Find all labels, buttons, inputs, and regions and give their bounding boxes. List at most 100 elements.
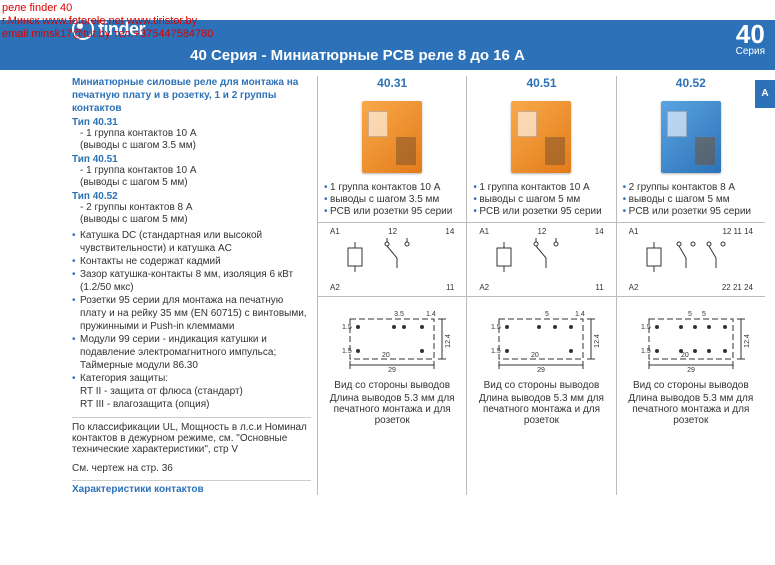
page-title: 40 Серия - Миниатюрные PCB реле 8 до 16 … — [0, 47, 715, 64]
desc-line: PCB или розетки 95 серии — [324, 206, 460, 218]
svg-text:20: 20 — [382, 352, 390, 359]
left-column: Миниатюрные силовые реле для монтажа на … — [72, 76, 317, 495]
product-column: 40.52 2 группы контактов 8 А выводы с ша… — [616, 76, 765, 495]
wiring-schematic — [491, 238, 591, 276]
caption: Вид со стороны выводов — [623, 380, 759, 391]
caption: Длина выводов 5.3 мм для печатного монта… — [623, 393, 759, 426]
type-name: Тип 40.51 — [72, 154, 311, 165]
svg-text:1.5: 1.5 — [342, 324, 352, 331]
svg-text:12.4: 12.4 — [744, 334, 751, 348]
svg-text:1.5: 1.5 — [641, 324, 651, 331]
model-label: 40.52 — [623, 76, 759, 94]
pin-labels-top: A11214 — [330, 227, 454, 236]
divider — [617, 222, 765, 223]
section-header: Характеристики контактов — [72, 480, 311, 495]
svg-text:20: 20 — [531, 352, 539, 359]
footprint-diagram: 29 5 5 12.4 1.5 1.5 20 — [631, 305, 751, 373]
feature-item: Катушка DC (стандартная или высокой чувс… — [72, 229, 311, 255]
footprint-diagram: 29 3.5 12.4 1.5 1.5 1.4 20 — [332, 305, 452, 373]
feature-item: Контакты не содержат кадмий — [72, 255, 311, 268]
type-line: (выводы с шагом 3.5 мм) — [72, 140, 311, 152]
model-label: 40.51 — [473, 76, 609, 94]
feature-list: Катушка DC (стандартная или высокой чувс… — [72, 229, 311, 411]
svg-text:1.5: 1.5 — [641, 348, 651, 355]
relay-icon — [362, 101, 422, 173]
type-block: Тип 40.52 - 2 группы контактов 8 А (выво… — [72, 191, 311, 226]
footprint-diagram: 29 5 12.4 1.5 1.5 1.4 20 — [481, 305, 601, 373]
svg-text:1.5: 1.5 — [491, 324, 501, 331]
svg-text:5: 5 — [702, 311, 706, 318]
product-column: 40.31 1 группа контактов 10 А выводы с ш… — [317, 76, 466, 495]
watermark: реле finder 40 г.Минск www.fotorele.net … — [2, 2, 213, 41]
svg-text:29: 29 — [538, 367, 546, 373]
type-line: (выводы с шагом 5 мм) — [72, 214, 311, 226]
product-image — [324, 98, 460, 176]
pin-labels-bot: A211 — [330, 283, 454, 292]
pin-labels-top: A112 11 14 — [629, 227, 753, 236]
relay-icon — [661, 101, 721, 173]
footnote: По классификации UL, Мощность в л.с.и Но… — [72, 417, 311, 455]
caption: Вид со стороны выводов — [473, 380, 609, 391]
series-label: Серия — [736, 46, 765, 57]
feature-item: Модули 99 серии - индикация катушки и по… — [72, 333, 311, 372]
wm-line: реле finder 40 — [2, 2, 213, 15]
type-line: - 1 группа контактов 10 А — [72, 128, 311, 140]
type-line: - 1 группа контактов 10 А — [72, 165, 311, 177]
svg-text:5: 5 — [546, 311, 550, 318]
wm-line: г.Минск www.fotorele.net www.tiristor.by — [2, 15, 213, 28]
wiring-schematic — [641, 238, 741, 276]
pin-labels-top: A11214 — [479, 227, 603, 236]
series-number: 40 — [736, 22, 765, 46]
divider — [617, 296, 765, 297]
svg-text:1.5: 1.5 — [491, 348, 501, 355]
series-badge: 40 Серия — [736, 22, 765, 57]
caption: Вид со стороны выводов — [324, 380, 460, 391]
footnote2: См. чертеж на стр. 36 — [72, 461, 311, 474]
pin-labels-bot: A211 — [479, 283, 603, 292]
type-name: Тип 40.52 — [72, 191, 311, 202]
desc-line: выводы с шагом 5 мм — [623, 194, 759, 206]
pin-labels-bot: A222 21 24 — [629, 283, 753, 292]
divider — [467, 222, 615, 223]
product-desc: 1 группа контактов 10 А выводы с шагом 3… — [324, 182, 460, 218]
wiring-schematic — [342, 238, 442, 276]
svg-text:3.5: 3.5 — [394, 311, 404, 318]
svg-text:12.4: 12.4 — [445, 334, 452, 348]
feature-item: Зазор катушка-контакты 8 мм, изоляция 6 … — [72, 268, 311, 294]
type-block: Тип 40.31 - 1 группа контактов 10 А (выв… — [72, 117, 311, 152]
divider — [318, 296, 466, 297]
type-name: Тип 40.31 — [72, 117, 311, 128]
svg-text:1.4: 1.4 — [426, 311, 436, 318]
caption: Длина выводов 5.3 мм для печатного монта… — [473, 393, 609, 426]
desc-line: 2 группы контактов 8 А — [623, 182, 759, 194]
desc-line: PCB или розетки 95 серии — [623, 206, 759, 218]
feature-item: Розетки 95 серии для монтажа на печатную… — [72, 294, 311, 333]
svg-text:5: 5 — [688, 311, 692, 318]
body: Миниатюрные силовые реле для монтажа на … — [0, 70, 775, 495]
type-line: - 2 группы контактов 8 А — [72, 202, 311, 214]
product-desc: 2 группы контактов 8 А выводы с шагом 5 … — [623, 182, 759, 218]
caption: Длина выводов 5.3 мм для печатного монта… — [324, 393, 460, 426]
page: реле finder 40 г.Минск www.fotorele.net … — [0, 0, 775, 565]
product-desc: 1 группа контактов 10 А выводы с шагом 5… — [473, 182, 609, 218]
svg-text:12.4: 12.4 — [594, 334, 601, 348]
svg-text:1.4: 1.4 — [575, 311, 585, 318]
type-block: Тип 40.51 - 1 группа контактов 10 А (выв… — [72, 154, 311, 189]
svg-text:29: 29 — [388, 367, 396, 373]
desc-line: PCB или розетки 95 серии — [473, 206, 609, 218]
product-column: 40.51 1 группа контактов 10 А выводы с ш… — [466, 76, 615, 495]
desc-line: 1 группа контактов 10 А — [473, 182, 609, 194]
product-image — [473, 98, 609, 176]
divider — [318, 222, 466, 223]
divider — [467, 296, 615, 297]
feature-item: Категория защиты: RT II - защита от флюс… — [72, 372, 311, 411]
lead-text: Миниатюрные силовые реле для монтажа на … — [72, 76, 311, 115]
relay-icon — [511, 101, 571, 173]
svg-text:20: 20 — [681, 352, 689, 359]
product-columns: 40.31 1 группа контактов 10 А выводы с ш… — [317, 76, 765, 495]
wm-line: email minsk17@tut.by тел.+375447584780 — [2, 28, 213, 41]
svg-text:29: 29 — [687, 367, 695, 373]
desc-line: выводы с шагом 3.5 мм — [324, 194, 460, 206]
svg-text:1.5: 1.5 — [342, 348, 352, 355]
type-line: (выводы с шагом 5 мм) — [72, 177, 311, 189]
